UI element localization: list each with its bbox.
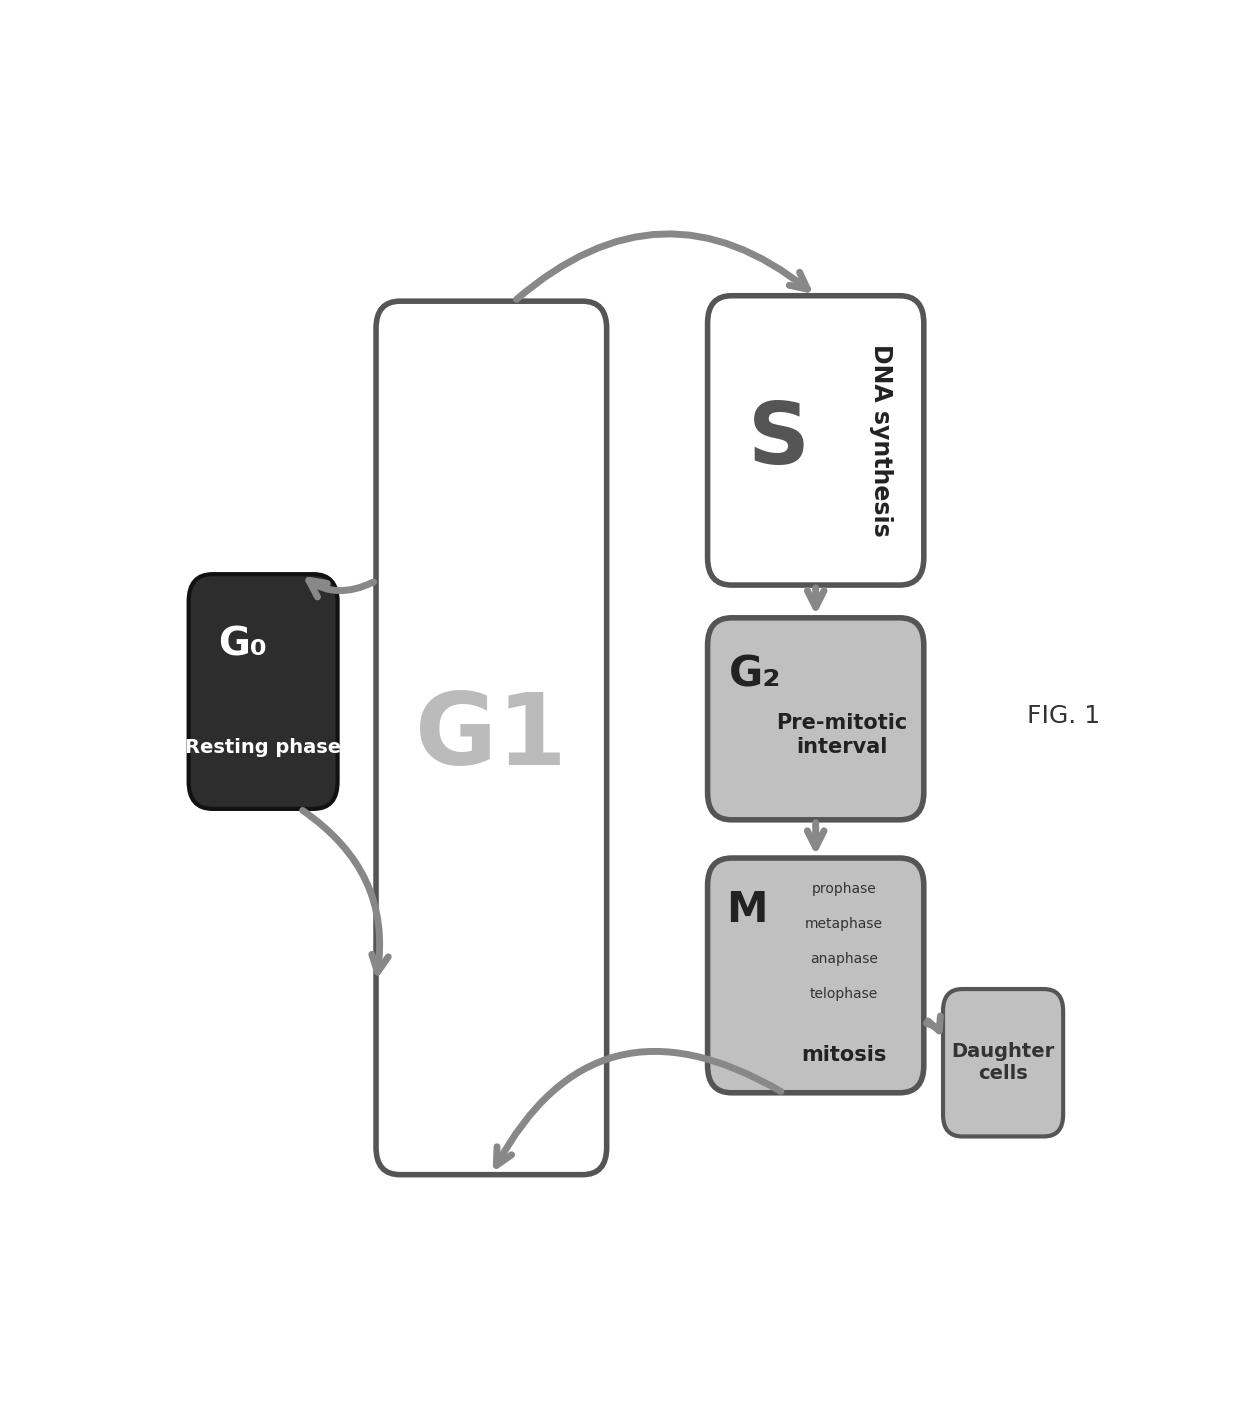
- Text: S: S: [748, 398, 810, 482]
- FancyBboxPatch shape: [188, 574, 337, 808]
- Text: telophase: telophase: [810, 987, 878, 1001]
- Text: Pre-mitotic
interval: Pre-mitotic interval: [776, 713, 908, 757]
- Text: G1: G1: [415, 689, 567, 787]
- Text: Resting phase: Resting phase: [185, 739, 341, 757]
- Text: M: M: [725, 889, 768, 930]
- Text: G₂: G₂: [729, 654, 781, 695]
- FancyBboxPatch shape: [708, 296, 924, 586]
- FancyBboxPatch shape: [708, 618, 924, 820]
- Text: FIG. 1: FIG. 1: [1027, 705, 1100, 727]
- Text: G₀: G₀: [218, 625, 267, 664]
- FancyBboxPatch shape: [376, 301, 606, 1174]
- FancyBboxPatch shape: [942, 990, 1063, 1136]
- Text: Daughter
cells: Daughter cells: [951, 1042, 1055, 1083]
- Text: mitosis: mitosis: [801, 1045, 887, 1065]
- FancyBboxPatch shape: [708, 858, 924, 1093]
- Text: DNA synthesis: DNA synthesis: [868, 345, 893, 537]
- Text: anaphase: anaphase: [810, 951, 878, 966]
- Text: metaphase: metaphase: [805, 917, 883, 930]
- Text: prophase: prophase: [811, 882, 877, 896]
